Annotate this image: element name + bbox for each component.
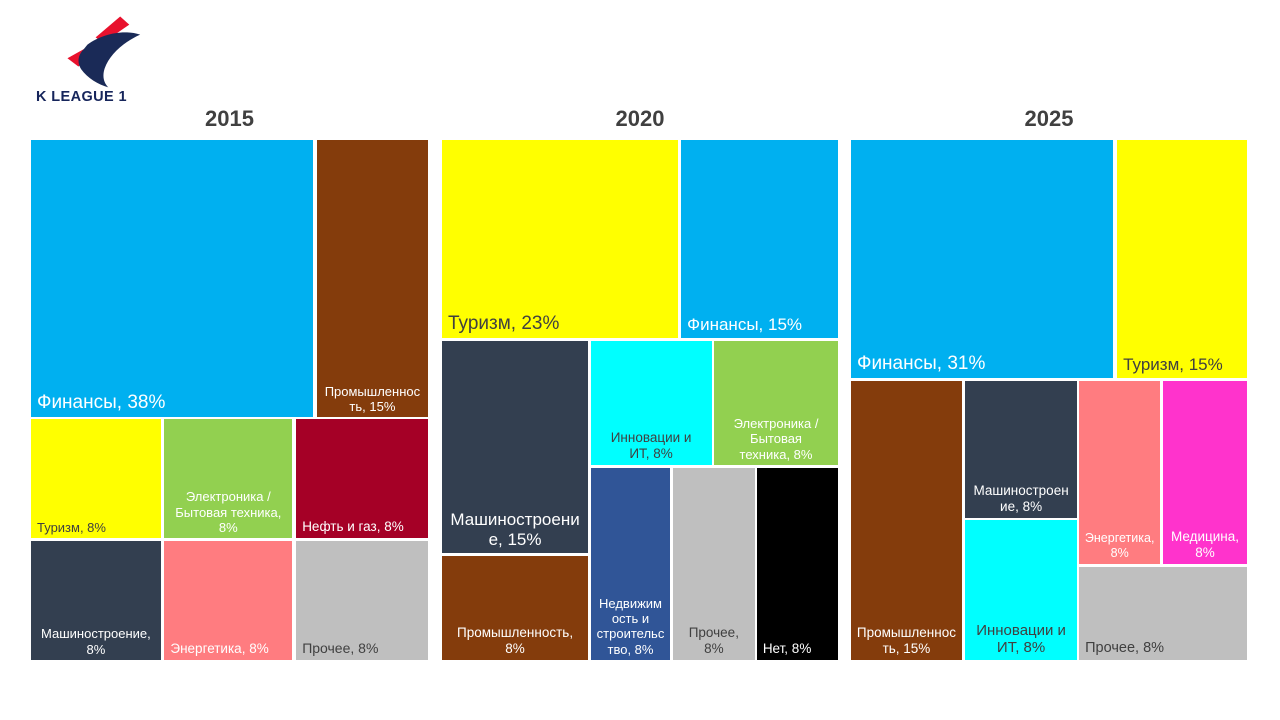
treemap-cell: Финансы, 15% bbox=[681, 140, 838, 339]
treemap-cell-label: Промышленнос ть, 15% bbox=[856, 625, 956, 657]
treemap-2025: Финансы, 31% Туризм, 15% Промышленнос ть, 1… bbox=[851, 140, 1247, 660]
chart-2015: 2015 Финансы, 38% Промышленнос ть, 15% Тури… bbox=[31, 102, 428, 660]
treemap-cell: Финансы, 31% bbox=[851, 140, 1114, 379]
treemap-cell-label: Нефть и газ, 8% bbox=[302, 519, 404, 535]
treemap-cell: Машиностроение, 8% bbox=[31, 540, 161, 660]
treemap-cell-label: Инновации и ИТ, 8% bbox=[976, 621, 1066, 657]
treemap-2015: Финансы, 38% Промышленнос ть, 15% Туризм, 8… bbox=[31, 140, 428, 660]
treemap-cell-label: Нет, 8% bbox=[762, 641, 812, 657]
treemap-cell: Промышленность, 8% bbox=[442, 556, 589, 660]
treemap-cell-label: Электроника / Бытовая техника, 8% bbox=[175, 489, 282, 535]
treemap-cell: Туризм, 8% bbox=[31, 419, 161, 539]
treemap-2020: Туризм, 23% Финансы, 15% Машиностроени е, 1… bbox=[442, 140, 838, 660]
treemap-cell: Машиностроени е, 15% bbox=[442, 341, 589, 554]
treemap-cell-label: Прочее, 8% bbox=[1085, 639, 1165, 656]
treemap-cell-label: Недвижим ость и строительс тво, 8% bbox=[596, 595, 665, 657]
treemap-cell-label: Финансы, 38% bbox=[37, 391, 166, 413]
treemap-cell: Энергетика, 8% bbox=[1079, 380, 1161, 564]
chart-title-2015: 2015 bbox=[205, 106, 254, 131]
treemap-cell-label: Промышленнос ть, 15% bbox=[324, 383, 421, 414]
treemap-cell-label: Прочее, 8% bbox=[302, 640, 379, 657]
treemap-cell: Промышленнос ть, 15% bbox=[851, 380, 962, 660]
treemap-cell: Энергетика, 8% bbox=[164, 540, 293, 660]
treemap-cell: Прочее, 8% bbox=[672, 468, 755, 660]
treemap-cell-label: Энергетика, 8% bbox=[1084, 531, 1155, 561]
treemap-cell-label: Машиностроени е, 15% bbox=[450, 510, 580, 550]
k-league-logo-text: K LEAGUE 1 bbox=[36, 89, 128, 105]
treemap-cell-label: Финансы, 31% bbox=[857, 352, 986, 374]
treemap-cell: Инновации и ИТ, 8% bbox=[590, 341, 712, 465]
treemap-cell-label: Машиностроение, 8% bbox=[41, 626, 151, 657]
treemap-cell-label: Инновации и ИТ, 8% bbox=[610, 430, 692, 462]
treemap-cell-label: Туризм, 15% bbox=[1123, 355, 1223, 375]
treemap-cell: Электроника / Бытовая техника, 8% bbox=[714, 341, 838, 465]
treemap-cell: Нефть и газ, 8% bbox=[296, 419, 428, 539]
k-league-logo-icon bbox=[67, 16, 141, 88]
chart-title-2025: 2025 bbox=[1024, 106, 1074, 131]
treemap-cell: Недвижим ость и строительс тво, 8% bbox=[590, 468, 671, 660]
treemap-cell-label: Энергетика, 8% bbox=[170, 641, 269, 657]
chart-title-2020: 2020 bbox=[615, 106, 665, 131]
treemap-cell-label: Машиностроен ие, 8% bbox=[973, 482, 1069, 514]
treemap-cell-label: Промышленность, 8% bbox=[457, 625, 574, 657]
treemap-cell: Туризм, 15% bbox=[1117, 140, 1247, 379]
treemap-cell: Медицина, 8% bbox=[1163, 380, 1247, 564]
treemap-cell-label: Прочее, 8% bbox=[688, 625, 739, 657]
treemap-cell-label: Туризм, 8% bbox=[37, 519, 106, 535]
treemap-cell-label: Туризм, 23% bbox=[448, 312, 560, 334]
treemap-cell-label: Финансы, 15% bbox=[687, 315, 803, 335]
treemap-cell: Промышленнос ть, 15% bbox=[316, 140, 428, 418]
treemap-cell-label: Медицина, 8% bbox=[1171, 528, 1240, 560]
treemap-cell: Нет, 8% bbox=[756, 468, 838, 660]
treemap-cell: Прочее, 8% bbox=[296, 540, 428, 660]
treemap-cell: Туризм, 23% bbox=[442, 140, 679, 339]
treemap-cell: Прочее, 8% bbox=[1079, 566, 1247, 660]
chart-2025: 2025 Финансы, 31% Туризм, 15% Промышленнос… bbox=[851, 102, 1247, 660]
chart-2020: 2020 Туризм, 23% Финансы, 15% Машиностроен… bbox=[442, 102, 838, 660]
k-league-logo: K LEAGUE 1 bbox=[36, 14, 156, 105]
treemap-cell: Инновации и ИТ, 8% bbox=[965, 520, 1078, 660]
treemap-cell: Финансы, 38% bbox=[31, 140, 313, 418]
treemap-cell-label: Электроника / Бытовая техника, 8% bbox=[733, 416, 819, 462]
treemap-cell: Машиностроен ие, 8% bbox=[965, 380, 1078, 518]
treemap-cell: Электроника / Бытовая техника, 8% bbox=[164, 419, 293, 539]
